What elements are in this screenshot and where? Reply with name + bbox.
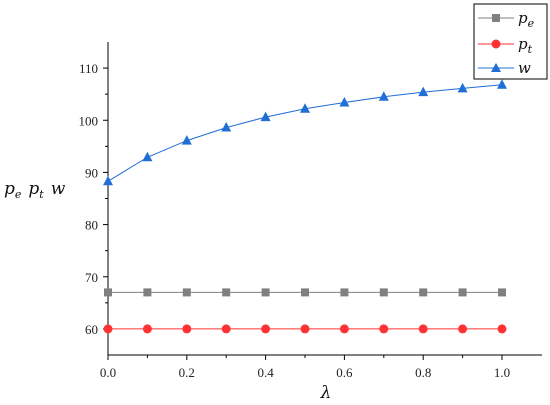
y-tick-label: 80 — [85, 218, 98, 233]
point-w — [497, 79, 507, 89]
legend-marker-pe — [492, 14, 500, 22]
point-w — [300, 103, 310, 113]
point-pt — [458, 324, 468, 334]
point-pe — [458, 288, 467, 297]
point-pe — [419, 288, 428, 297]
y-tick-label: 110 — [79, 61, 98, 76]
point-pt — [497, 324, 507, 334]
point-pt — [418, 324, 428, 334]
x-tick-label: 0.0 — [100, 365, 116, 380]
x-tick-label: 0.8 — [415, 365, 431, 380]
legend-marker-pt — [491, 39, 501, 49]
legend-item-pt: pt — [478, 35, 533, 56]
y-title-w: w — [51, 179, 66, 199]
y-tick-label: 70 — [85, 270, 98, 285]
point-pt — [261, 324, 271, 334]
point-pt — [182, 324, 192, 334]
point-pt — [300, 324, 310, 334]
point-pt — [142, 324, 152, 334]
point-w — [418, 86, 429, 97]
point-pe — [261, 288, 270, 297]
legend-label-pe: pe — [518, 9, 535, 30]
x-tick-label: 1.0 — [494, 365, 510, 380]
y-tick-label: 60 — [85, 322, 98, 337]
x-tick-label: 0.4 — [257, 365, 274, 380]
point-pe — [340, 288, 349, 297]
point-pe — [222, 288, 231, 297]
point-w — [181, 135, 192, 145]
point-w — [339, 97, 350, 107]
point-pe — [498, 288, 506, 297]
legend-label-w: w — [518, 59, 531, 77]
axes — [107, 42, 542, 356]
y-tick-label: 90 — [85, 165, 98, 180]
legend-item-pe: pe — [478, 9, 535, 30]
y-axis-title: pe pt w — [4, 179, 66, 201]
x-tick-label: 0.6 — [336, 365, 353, 380]
point-w — [103, 175, 113, 186]
point-pe — [104, 288, 112, 297]
point-w — [260, 111, 271, 122]
x-axis-title: λ — [320, 383, 332, 403]
series-pt — [103, 324, 507, 334]
series-pe — [104, 288, 506, 297]
legend-box — [473, 3, 548, 80]
legend-item-w: w — [478, 59, 531, 77]
y-title-sub1: e — [15, 188, 22, 201]
x-tick-label: 0.2 — [179, 365, 195, 380]
axis-ticks: 0.0 0.2 0.4 0.6 0.8 1.0 60 70 80 90 100 110 — [79, 61, 511, 380]
point-w — [378, 91, 389, 101]
point-pe — [143, 288, 152, 297]
point-pe — [182, 288, 191, 297]
y-title-sub2: t — [39, 188, 44, 201]
y-title-p1: p — [4, 179, 15, 199]
y-tick-label: 100 — [79, 113, 99, 128]
point-pt — [379, 324, 389, 334]
legend-marker-w — [491, 63, 501, 72]
legend-label-pt: pt — [518, 35, 533, 56]
point-pt — [103, 324, 113, 334]
legend: pe pt w — [473, 3, 548, 80]
point-w — [142, 151, 153, 162]
point-pe — [301, 288, 309, 297]
series-w — [103, 79, 507, 186]
point-pe — [379, 288, 388, 297]
series-line-w — [107, 84, 503, 182]
point-w — [221, 122, 232, 132]
y-title-p2: p — [28, 179, 39, 199]
series-group — [103, 79, 507, 334]
point-w — [457, 82, 468, 93]
point-pt — [221, 324, 231, 334]
point-pt — [339, 324, 349, 334]
